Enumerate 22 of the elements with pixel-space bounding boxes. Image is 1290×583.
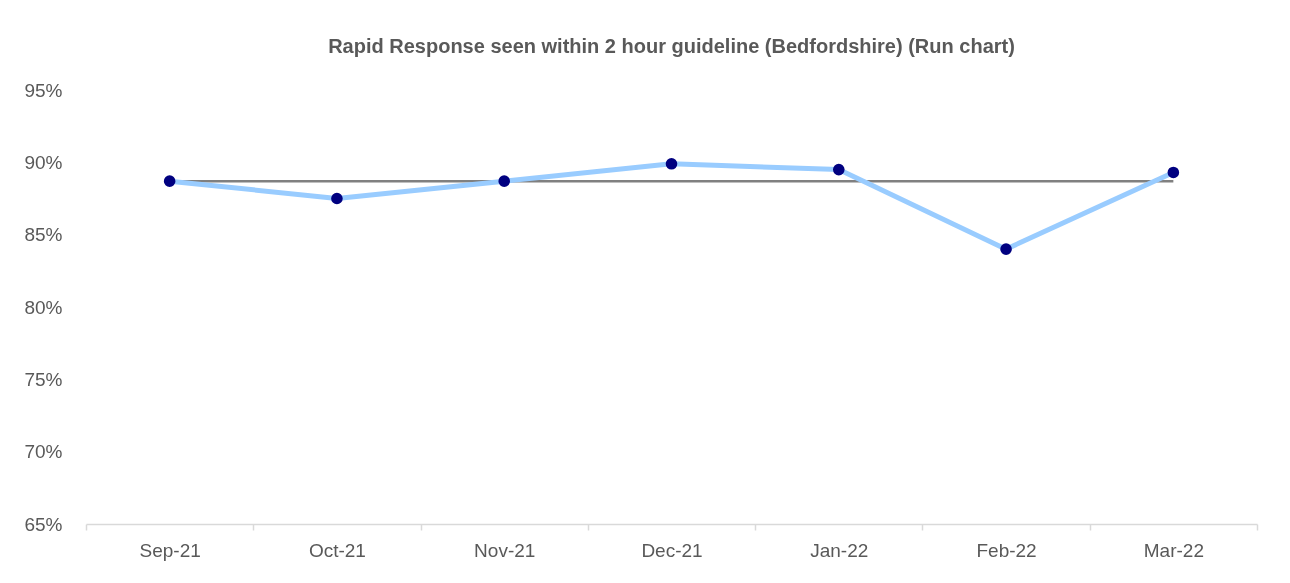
point bbox=[498, 175, 511, 187]
y-tick-label: 80% bbox=[24, 296, 63, 318]
y-tick-label: 65% bbox=[24, 513, 63, 535]
x-tick-label: Sep-21 bbox=[139, 539, 201, 561]
point bbox=[163, 175, 176, 187]
point bbox=[1167, 166, 1180, 179]
x-tick-label: Jan-22 bbox=[810, 539, 869, 561]
y-tick-label: 95% bbox=[24, 79, 63, 101]
point bbox=[832, 163, 845, 176]
x-tick-label: Oct-21 bbox=[308, 539, 366, 561]
point bbox=[331, 192, 343, 205]
y-tick-label: 85% bbox=[24, 224, 63, 246]
x-tick-label: Mar-22 bbox=[1143, 539, 1204, 561]
chart-title: Rapid Response seen within 2 hour guideline (Bedfordshire) (Run chart) bbox=[328, 35, 1015, 57]
x-tick-label: Dec-21 bbox=[641, 539, 703, 561]
point bbox=[1000, 243, 1012, 255]
x-tick-label: Nov-21 bbox=[474, 539, 536, 561]
y-tick-label: 75% bbox=[24, 368, 63, 390]
x-tick-label: Feb-22 bbox=[976, 539, 1037, 561]
y-tick-label: 70% bbox=[24, 441, 63, 463]
point bbox=[665, 157, 678, 170]
y-tick-label: 90% bbox=[24, 151, 63, 173]
